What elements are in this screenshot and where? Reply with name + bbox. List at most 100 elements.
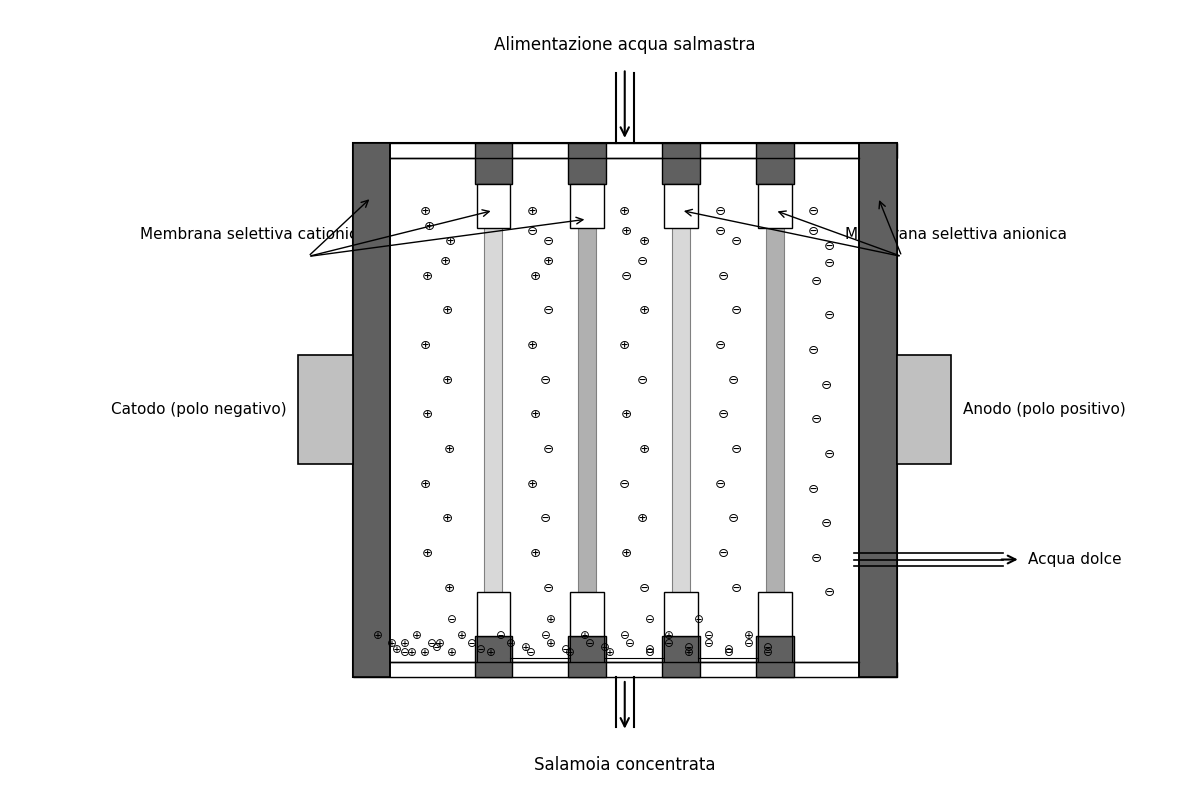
Bar — [766, 184, 784, 635]
Text: ⊖: ⊖ — [724, 646, 733, 659]
Text: ⊖: ⊖ — [821, 378, 832, 392]
Text: ⊕: ⊕ — [665, 629, 674, 642]
Text: ⊖: ⊖ — [636, 374, 648, 386]
Text: ⊕: ⊕ — [424, 220, 434, 234]
Text: ⊕: ⊕ — [420, 646, 430, 659]
Bar — [662, 635, 700, 677]
Bar — [298, 355, 353, 464]
Text: ⊕: ⊕ — [619, 339, 630, 352]
Text: ⊖: ⊖ — [476, 643, 486, 656]
Text: ⊖: ⊖ — [565, 646, 575, 659]
Text: ⊖: ⊖ — [824, 586, 835, 599]
Text: ⊖: ⊖ — [718, 408, 728, 422]
Text: ⊖: ⊖ — [731, 443, 742, 456]
Text: ⊖: ⊖ — [526, 646, 535, 659]
Bar — [569, 142, 606, 184]
Bar — [758, 184, 792, 228]
Text: ⊕: ⊕ — [620, 226, 631, 238]
Text: ⊕: ⊕ — [527, 339, 538, 352]
Text: ⊖: ⊖ — [714, 206, 726, 218]
Bar — [756, 142, 793, 184]
Text: Membrana selettiva cationica: Membrana selettiva cationica — [140, 226, 367, 242]
Bar — [353, 662, 896, 677]
Bar — [570, 592, 604, 635]
Text: ⊕: ⊕ — [546, 638, 556, 650]
Text: ⊕: ⊕ — [684, 646, 694, 659]
Text: ⊖: ⊖ — [727, 512, 738, 526]
Bar — [353, 142, 896, 677]
Bar — [665, 592, 698, 635]
Text: ⊖: ⊖ — [400, 646, 410, 659]
Bar — [896, 355, 952, 464]
Text: ⊖: ⊖ — [540, 374, 551, 386]
Text: ⊖: ⊖ — [684, 641, 694, 654]
Bar — [570, 184, 604, 228]
Bar — [859, 142, 896, 677]
Text: ⊖: ⊖ — [763, 641, 773, 654]
Text: Anodo (polo positivo): Anodo (polo positivo) — [964, 402, 1126, 418]
Text: ⊕: ⊕ — [444, 443, 455, 456]
Text: Acqua dolce: Acqua dolce — [1028, 552, 1122, 567]
Text: ⊖: ⊖ — [625, 638, 635, 650]
Text: ⊖: ⊖ — [432, 641, 442, 654]
Text: ⊖: ⊖ — [808, 344, 820, 357]
Text: ⊖: ⊖ — [714, 339, 726, 352]
Text: ⊕: ⊕ — [619, 206, 630, 218]
Text: ⊖: ⊖ — [763, 646, 773, 659]
Text: ⊖: ⊖ — [620, 629, 630, 642]
Bar — [485, 184, 503, 635]
Text: ⊖: ⊖ — [808, 226, 820, 238]
Text: ⊕: ⊕ — [412, 629, 422, 642]
Text: ⊖: ⊖ — [542, 305, 553, 318]
Text: ⊖: ⊖ — [427, 638, 437, 650]
Text: ⊖: ⊖ — [620, 270, 631, 283]
Text: ⊕: ⊕ — [581, 629, 590, 642]
Text: ⊕: ⊕ — [527, 206, 538, 218]
Text: ⊕: ⊕ — [422, 547, 433, 560]
Text: ⊕: ⊕ — [605, 646, 614, 659]
Text: ⊖: ⊖ — [542, 582, 553, 594]
Text: ⊖: ⊖ — [542, 235, 553, 248]
Text: ⊕: ⊕ — [527, 478, 538, 490]
Text: ⊕: ⊕ — [486, 646, 496, 659]
Text: ⊖: ⊖ — [744, 638, 754, 650]
Bar — [476, 184, 510, 228]
Text: ⊕: ⊕ — [420, 339, 431, 352]
Text: ⊖: ⊖ — [824, 240, 835, 253]
Text: ⊕: ⊕ — [439, 255, 451, 268]
Text: ⊕: ⊕ — [546, 613, 556, 626]
Text: ⊖: ⊖ — [824, 257, 835, 270]
Text: ⊖: ⊖ — [824, 310, 835, 322]
Text: ⊖: ⊖ — [704, 638, 714, 650]
Bar — [662, 142, 700, 184]
Text: ⊕: ⊕ — [445, 235, 456, 248]
Bar — [474, 142, 512, 184]
Text: ⊖: ⊖ — [506, 638, 516, 650]
Text: ⊖: ⊖ — [714, 478, 726, 490]
Text: ⊕: ⊕ — [620, 408, 631, 422]
Text: ⊖: ⊖ — [638, 582, 649, 594]
Bar — [578, 184, 596, 635]
Text: ⊕: ⊕ — [638, 305, 649, 318]
Text: ⊖: ⊖ — [724, 643, 733, 656]
Text: ⊕: ⊕ — [442, 305, 452, 318]
Text: Membrana selettiva anionica: Membrana selettiva anionica — [845, 226, 1067, 242]
Text: ⊕: ⊕ — [442, 512, 452, 526]
Text: ⊖: ⊖ — [467, 638, 476, 650]
Text: ⊖: ⊖ — [665, 638, 674, 650]
Text: ⊖: ⊖ — [541, 629, 551, 642]
Text: ⊕: ⊕ — [388, 638, 397, 650]
Text: Alimentazione acqua salmastra: Alimentazione acqua salmastra — [494, 36, 756, 54]
Text: ⊖: ⊖ — [811, 552, 822, 565]
Text: ⊖: ⊖ — [808, 206, 820, 218]
Text: ⊖: ⊖ — [808, 482, 820, 495]
Bar — [390, 158, 859, 662]
Text: ⊕: ⊕ — [446, 646, 456, 659]
Text: ⊖: ⊖ — [718, 270, 728, 283]
Text: ⊕: ⊕ — [422, 408, 433, 422]
Text: ⊖: ⊖ — [600, 641, 610, 654]
Text: ⊖: ⊖ — [586, 638, 595, 650]
Text: ⊕: ⊕ — [529, 547, 541, 560]
Text: ⊕: ⊕ — [636, 512, 648, 526]
Text: ⊕: ⊕ — [400, 638, 410, 650]
